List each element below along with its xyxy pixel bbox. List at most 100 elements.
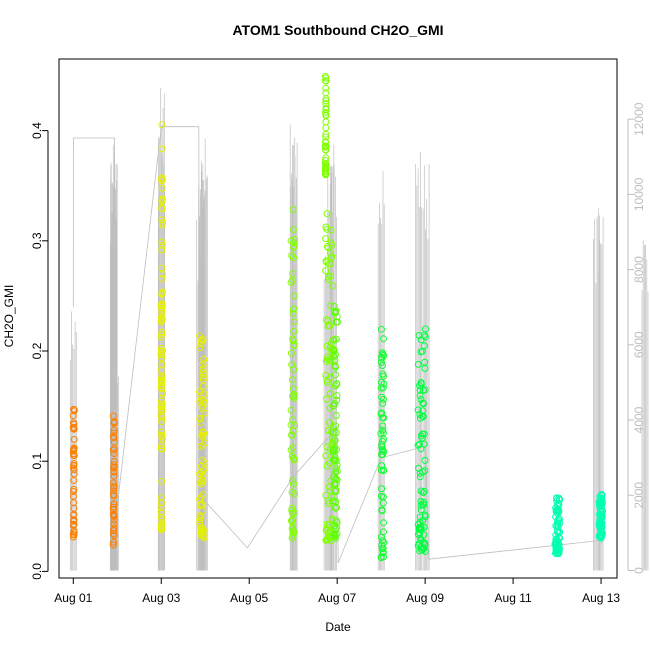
data-point	[157, 382, 165, 390]
data-point	[110, 472, 118, 480]
data-point	[70, 499, 78, 507]
data-point	[332, 457, 340, 465]
data-point	[110, 487, 118, 495]
data-point	[290, 254, 297, 262]
data-point	[199, 373, 207, 381]
data-point	[333, 524, 341, 532]
data-point	[289, 532, 297, 539]
data-point	[291, 318, 298, 326]
data-point	[110, 461, 118, 469]
data-point	[327, 302, 335, 310]
data-point	[328, 515, 336, 523]
data-point	[196, 398, 204, 406]
data-point	[158, 477, 166, 485]
data-point	[417, 336, 425, 344]
y-tick-label: 0.2	[30, 342, 44, 359]
data-point	[158, 238, 166, 246]
data-point	[157, 494, 165, 502]
data-point	[332, 488, 339, 496]
data-point	[323, 225, 331, 233]
data-point	[322, 358, 330, 365]
data-point	[158, 246, 166, 254]
data-point	[379, 545, 387, 553]
y2-tick-label: 2000	[632, 482, 646, 509]
data-point	[70, 521, 78, 528]
data-point	[322, 452, 330, 460]
data-point	[110, 492, 118, 500]
data-point	[597, 515, 605, 523]
data-point	[553, 497, 561, 505]
data-point	[158, 205, 166, 213]
data-point	[378, 533, 385, 541]
data-point	[290, 292, 298, 300]
data-point	[287, 279, 295, 286]
data-point	[199, 369, 207, 376]
data-point	[197, 419, 205, 427]
data-point	[289, 270, 297, 278]
data-point	[598, 491, 606, 499]
data-point	[333, 380, 341, 388]
data-point	[322, 130, 330, 138]
data-point	[199, 376, 207, 384]
data-point	[597, 495, 605, 502]
data-point	[330, 336, 338, 344]
data-point	[332, 422, 339, 430]
data-point	[322, 111, 330, 119]
data-point	[378, 541, 386, 549]
data-point	[333, 396, 341, 404]
data-point	[332, 498, 340, 506]
data-point	[109, 505, 117, 513]
data-point	[333, 318, 341, 326]
data-point	[595, 532, 603, 540]
data-point	[421, 513, 429, 521]
data-point	[417, 380, 425, 388]
data-point	[198, 431, 206, 439]
data-point	[419, 430, 427, 438]
data-point	[321, 157, 329, 164]
data-point	[322, 108, 329, 116]
data-point	[378, 441, 386, 449]
data-point	[332, 351, 339, 358]
data-point	[331, 309, 339, 317]
y-tick-label: 0.1	[30, 453, 44, 470]
data-point	[110, 524, 118, 532]
data-point	[322, 74, 330, 82]
data-point	[378, 451, 386, 459]
data-point	[158, 418, 166, 426]
data-point	[70, 452, 78, 460]
data-point	[196, 388, 203, 396]
data-point	[324, 497, 332, 505]
data-point	[321, 167, 329, 175]
data-point	[288, 431, 295, 439]
data-point	[290, 327, 298, 335]
data-point	[322, 142, 330, 150]
data-point	[157, 504, 165, 512]
data-point	[70, 511, 77, 519]
x-tick-label: Aug 09	[406, 591, 444, 605]
data-point	[290, 366, 298, 374]
data-point	[418, 412, 426, 420]
data-point	[70, 470, 78, 478]
data-point	[158, 354, 166, 362]
data-point	[332, 412, 340, 419]
data-point	[322, 235, 330, 243]
data-point	[332, 363, 339, 371]
data-point	[331, 437, 339, 444]
data-point	[332, 429, 340, 437]
data-point	[158, 145, 166, 153]
y-axis-label: CH2O_GMI	[2, 285, 16, 348]
data-point	[70, 435, 78, 443]
data-point	[159, 347, 166, 354]
data-point	[597, 508, 605, 516]
data-point	[323, 524, 331, 531]
y2-tick-label: 4000	[632, 406, 646, 433]
data-point	[158, 403, 166, 411]
data-point	[420, 440, 428, 448]
data-point	[288, 252, 296, 259]
data-point	[157, 508, 165, 516]
data-point	[199, 365, 207, 373]
data-point	[556, 528, 564, 536]
data-point	[417, 501, 425, 509]
data-point	[110, 513, 118, 520]
